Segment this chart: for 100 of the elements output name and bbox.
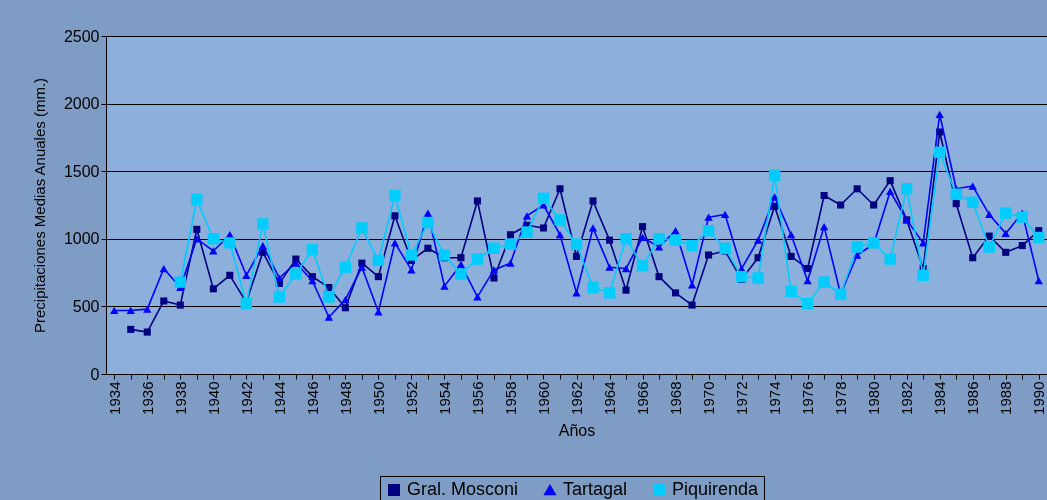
point (639, 223, 647, 231)
x-tick-label: 1974 (766, 381, 784, 415)
x-tick-label: 1962 (568, 381, 585, 415)
point (555, 231, 565, 239)
x-tick-label: 1980 (865, 381, 883, 415)
x-tick-label: 1964 (601, 381, 619, 415)
point (654, 243, 664, 251)
point (473, 197, 481, 205)
point (226, 271, 234, 279)
point (407, 266, 416, 274)
point (622, 286, 630, 294)
point (885, 187, 895, 196)
point (126, 306, 135, 315)
point (554, 214, 566, 226)
point (753, 236, 763, 244)
x-tick-label: 1984 (931, 381, 949, 415)
point (620, 233, 632, 245)
point (242, 271, 251, 279)
point (372, 254, 385, 267)
point (308, 277, 317, 285)
point (506, 231, 514, 239)
point (786, 231, 796, 239)
point (917, 269, 929, 282)
point (702, 224, 715, 237)
point (258, 241, 268, 250)
point (1034, 277, 1043, 285)
point (556, 185, 564, 193)
point (704, 213, 713, 221)
x-tick-label: 1988 (997, 381, 1015, 415)
x-tick-label: 1952 (402, 381, 420, 415)
y-tick-label: 1500 (63, 162, 100, 180)
point (490, 274, 498, 282)
point (207, 233, 220, 245)
point (818, 276, 830, 288)
point (819, 223, 829, 231)
x-tick-label: 1948 (336, 381, 354, 415)
point (587, 281, 599, 294)
point (669, 234, 682, 246)
point (1033, 231, 1045, 244)
point (621, 264, 631, 273)
point (191, 193, 203, 206)
legend-label: Gral. Mosconi (407, 479, 519, 499)
point (752, 272, 764, 284)
point (537, 192, 550, 204)
point (837, 201, 845, 209)
point (506, 259, 515, 267)
x-tick-label: 1934 (105, 381, 123, 415)
point (193, 225, 201, 233)
x-tick-label: 1968 (667, 381, 685, 415)
point (1016, 211, 1028, 223)
legend-label: Tartagal (563, 479, 628, 499)
point (374, 308, 383, 316)
x-tick-label: 1954 (435, 381, 453, 415)
point (705, 251, 713, 259)
point (290, 268, 302, 280)
point (273, 291, 286, 303)
point (785, 285, 797, 298)
point (192, 235, 201, 243)
y-axis-title: Precipitaciones Medias Anuales (mm.) (30, 77, 48, 334)
point (356, 222, 368, 234)
point (803, 277, 812, 285)
point (655, 273, 663, 281)
x-tick-label: 1938 (171, 381, 189, 415)
point (240, 298, 253, 310)
point (522, 212, 532, 220)
point (160, 297, 168, 305)
point (438, 249, 451, 261)
x-tick-label: 1982 (898, 381, 916, 415)
x-tick-label: 1956 (468, 381, 486, 415)
point (967, 196, 979, 208)
point (143, 305, 152, 313)
y-tick-label: 2500 (63, 27, 100, 45)
point (985, 210, 994, 219)
point (605, 236, 614, 244)
point (851, 241, 863, 253)
point (424, 244, 432, 252)
point (440, 282, 449, 290)
point (390, 239, 400, 247)
y-tick-label: 1000 (63, 230, 100, 248)
x-tick-label: 1976 (799, 381, 817, 415)
point (884, 253, 896, 265)
point (209, 285, 217, 293)
point (341, 296, 350, 304)
point (589, 197, 597, 205)
x-tick-label: 1942 (237, 381, 255, 415)
point (686, 239, 698, 252)
point (570, 238, 583, 250)
point (720, 210, 730, 219)
x-axis-title: Años (558, 421, 596, 439)
x-tick-label: 1972 (733, 381, 751, 415)
point (950, 188, 962, 200)
point (886, 177, 894, 185)
point (539, 224, 548, 232)
point (489, 266, 499, 274)
x-tick-label: 1958 (501, 381, 519, 415)
point (389, 189, 401, 202)
point (275, 274, 284, 282)
point (1018, 242, 1026, 250)
point (969, 254, 977, 262)
point (457, 254, 465, 262)
